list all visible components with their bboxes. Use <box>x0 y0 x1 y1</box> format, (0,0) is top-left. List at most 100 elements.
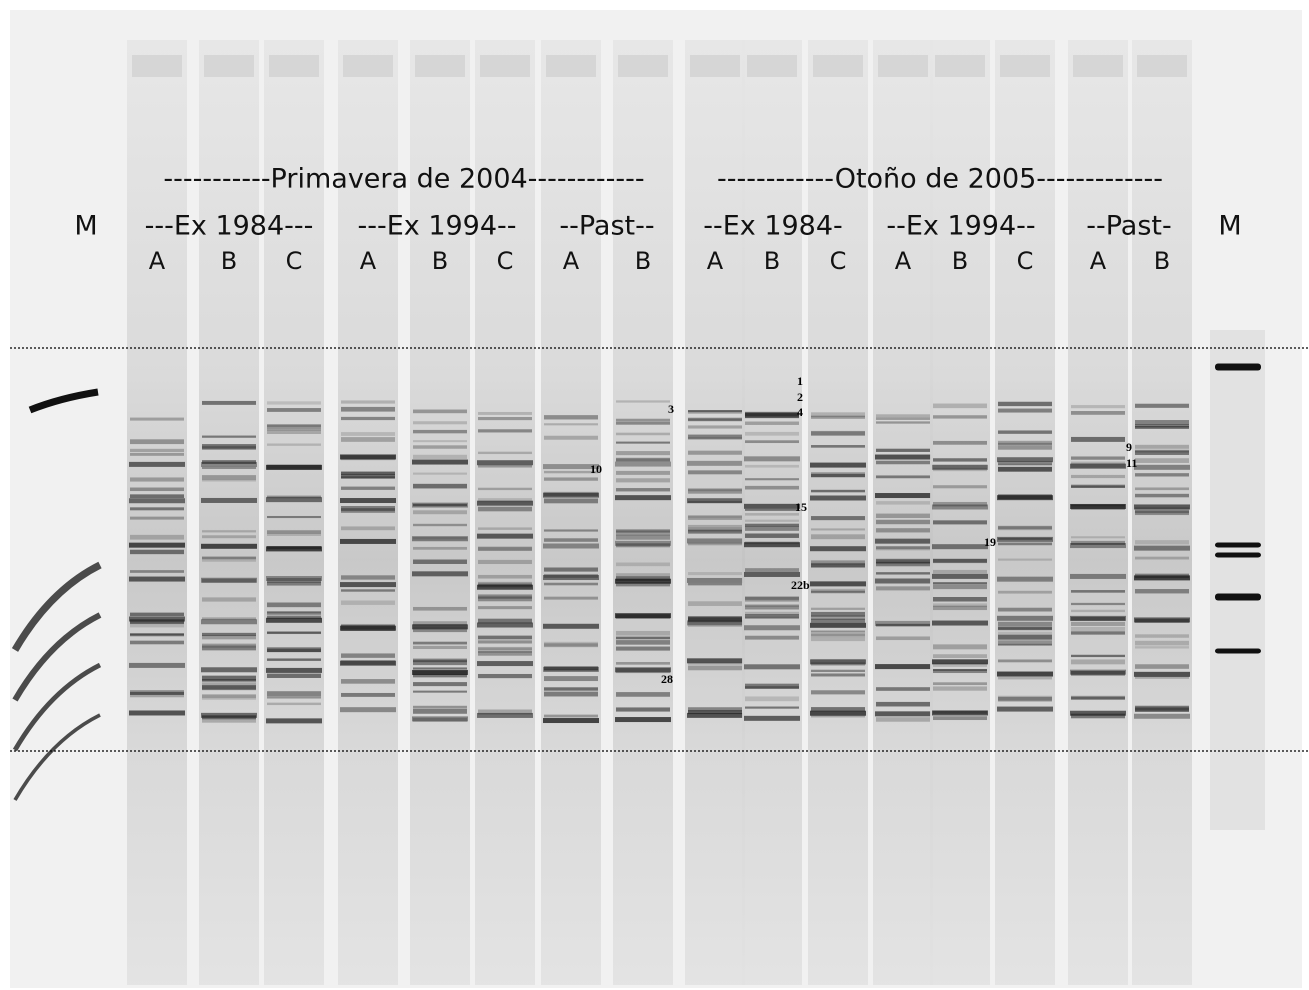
band <box>875 711 931 716</box>
band <box>811 634 865 638</box>
band <box>876 528 930 532</box>
band <box>413 646 467 649</box>
band <box>932 621 988 626</box>
band <box>997 537 1053 542</box>
band <box>129 462 185 467</box>
band <box>688 410 742 414</box>
band <box>543 575 599 580</box>
band <box>202 530 256 532</box>
band <box>267 429 321 434</box>
band <box>130 494 184 498</box>
band <box>933 404 987 409</box>
band <box>266 618 322 623</box>
band <box>544 436 598 440</box>
band <box>413 691 467 693</box>
lane-label: C <box>830 247 847 275</box>
lane <box>1210 330 1265 830</box>
band <box>997 707 1053 712</box>
band <box>130 449 184 452</box>
band <box>998 430 1052 433</box>
band <box>202 475 256 480</box>
band <box>478 452 532 454</box>
band <box>477 534 533 539</box>
band <box>688 425 742 428</box>
band <box>341 575 395 579</box>
band <box>478 594 532 598</box>
band <box>1071 405 1125 408</box>
band <box>811 670 865 672</box>
band <box>745 509 799 511</box>
band <box>413 484 467 489</box>
band <box>688 451 742 455</box>
band <box>810 659 866 664</box>
band <box>266 576 322 581</box>
band <box>130 570 184 573</box>
band <box>932 574 988 579</box>
band <box>997 495 1053 500</box>
lane-label: A <box>895 247 912 275</box>
band-number: 11 <box>1126 456 1137 470</box>
band <box>745 636 799 640</box>
band <box>616 451 670 455</box>
band <box>687 498 743 503</box>
band <box>998 445 1052 450</box>
band <box>130 641 184 645</box>
band <box>615 541 671 546</box>
lane-label: C <box>1017 247 1034 275</box>
band <box>745 707 799 709</box>
band <box>876 687 930 691</box>
band <box>544 583 598 586</box>
band-number: 9 <box>1126 440 1132 454</box>
band <box>688 530 742 534</box>
band <box>933 458 987 461</box>
band <box>413 440 467 442</box>
band <box>202 635 256 639</box>
band <box>998 640 1052 645</box>
band <box>933 441 987 445</box>
band <box>130 690 184 695</box>
band <box>341 589 395 591</box>
band <box>876 636 930 640</box>
band <box>341 400 395 403</box>
band <box>477 585 533 590</box>
well <box>747 55 797 77</box>
band <box>811 431 865 435</box>
band <box>413 421 467 424</box>
band <box>933 559 987 563</box>
band <box>876 421 930 423</box>
band <box>745 686 799 689</box>
band <box>477 713 533 718</box>
band <box>688 489 742 492</box>
band <box>478 527 532 529</box>
band <box>933 669 987 671</box>
band <box>997 672 1053 677</box>
band <box>478 560 532 564</box>
band <box>544 529 598 531</box>
band <box>1070 464 1126 469</box>
band <box>544 642 598 646</box>
well <box>813 55 863 77</box>
band <box>341 487 395 490</box>
band <box>413 547 467 550</box>
band <box>478 412 532 415</box>
band <box>810 495 866 500</box>
band <box>413 706 467 709</box>
band <box>202 467 256 469</box>
band <box>933 582 987 584</box>
lane-label: A <box>149 247 166 275</box>
band <box>413 682 467 686</box>
band <box>412 503 468 508</box>
band <box>267 530 321 533</box>
band <box>745 533 799 537</box>
band <box>615 717 671 722</box>
band <box>1070 543 1126 548</box>
band <box>616 488 670 491</box>
lane-label: B <box>635 247 651 275</box>
band <box>745 412 799 417</box>
band <box>687 658 743 663</box>
band <box>1071 475 1125 478</box>
band <box>478 648 532 652</box>
band <box>810 581 866 586</box>
band <box>202 557 256 560</box>
marker-band <box>1215 543 1261 548</box>
